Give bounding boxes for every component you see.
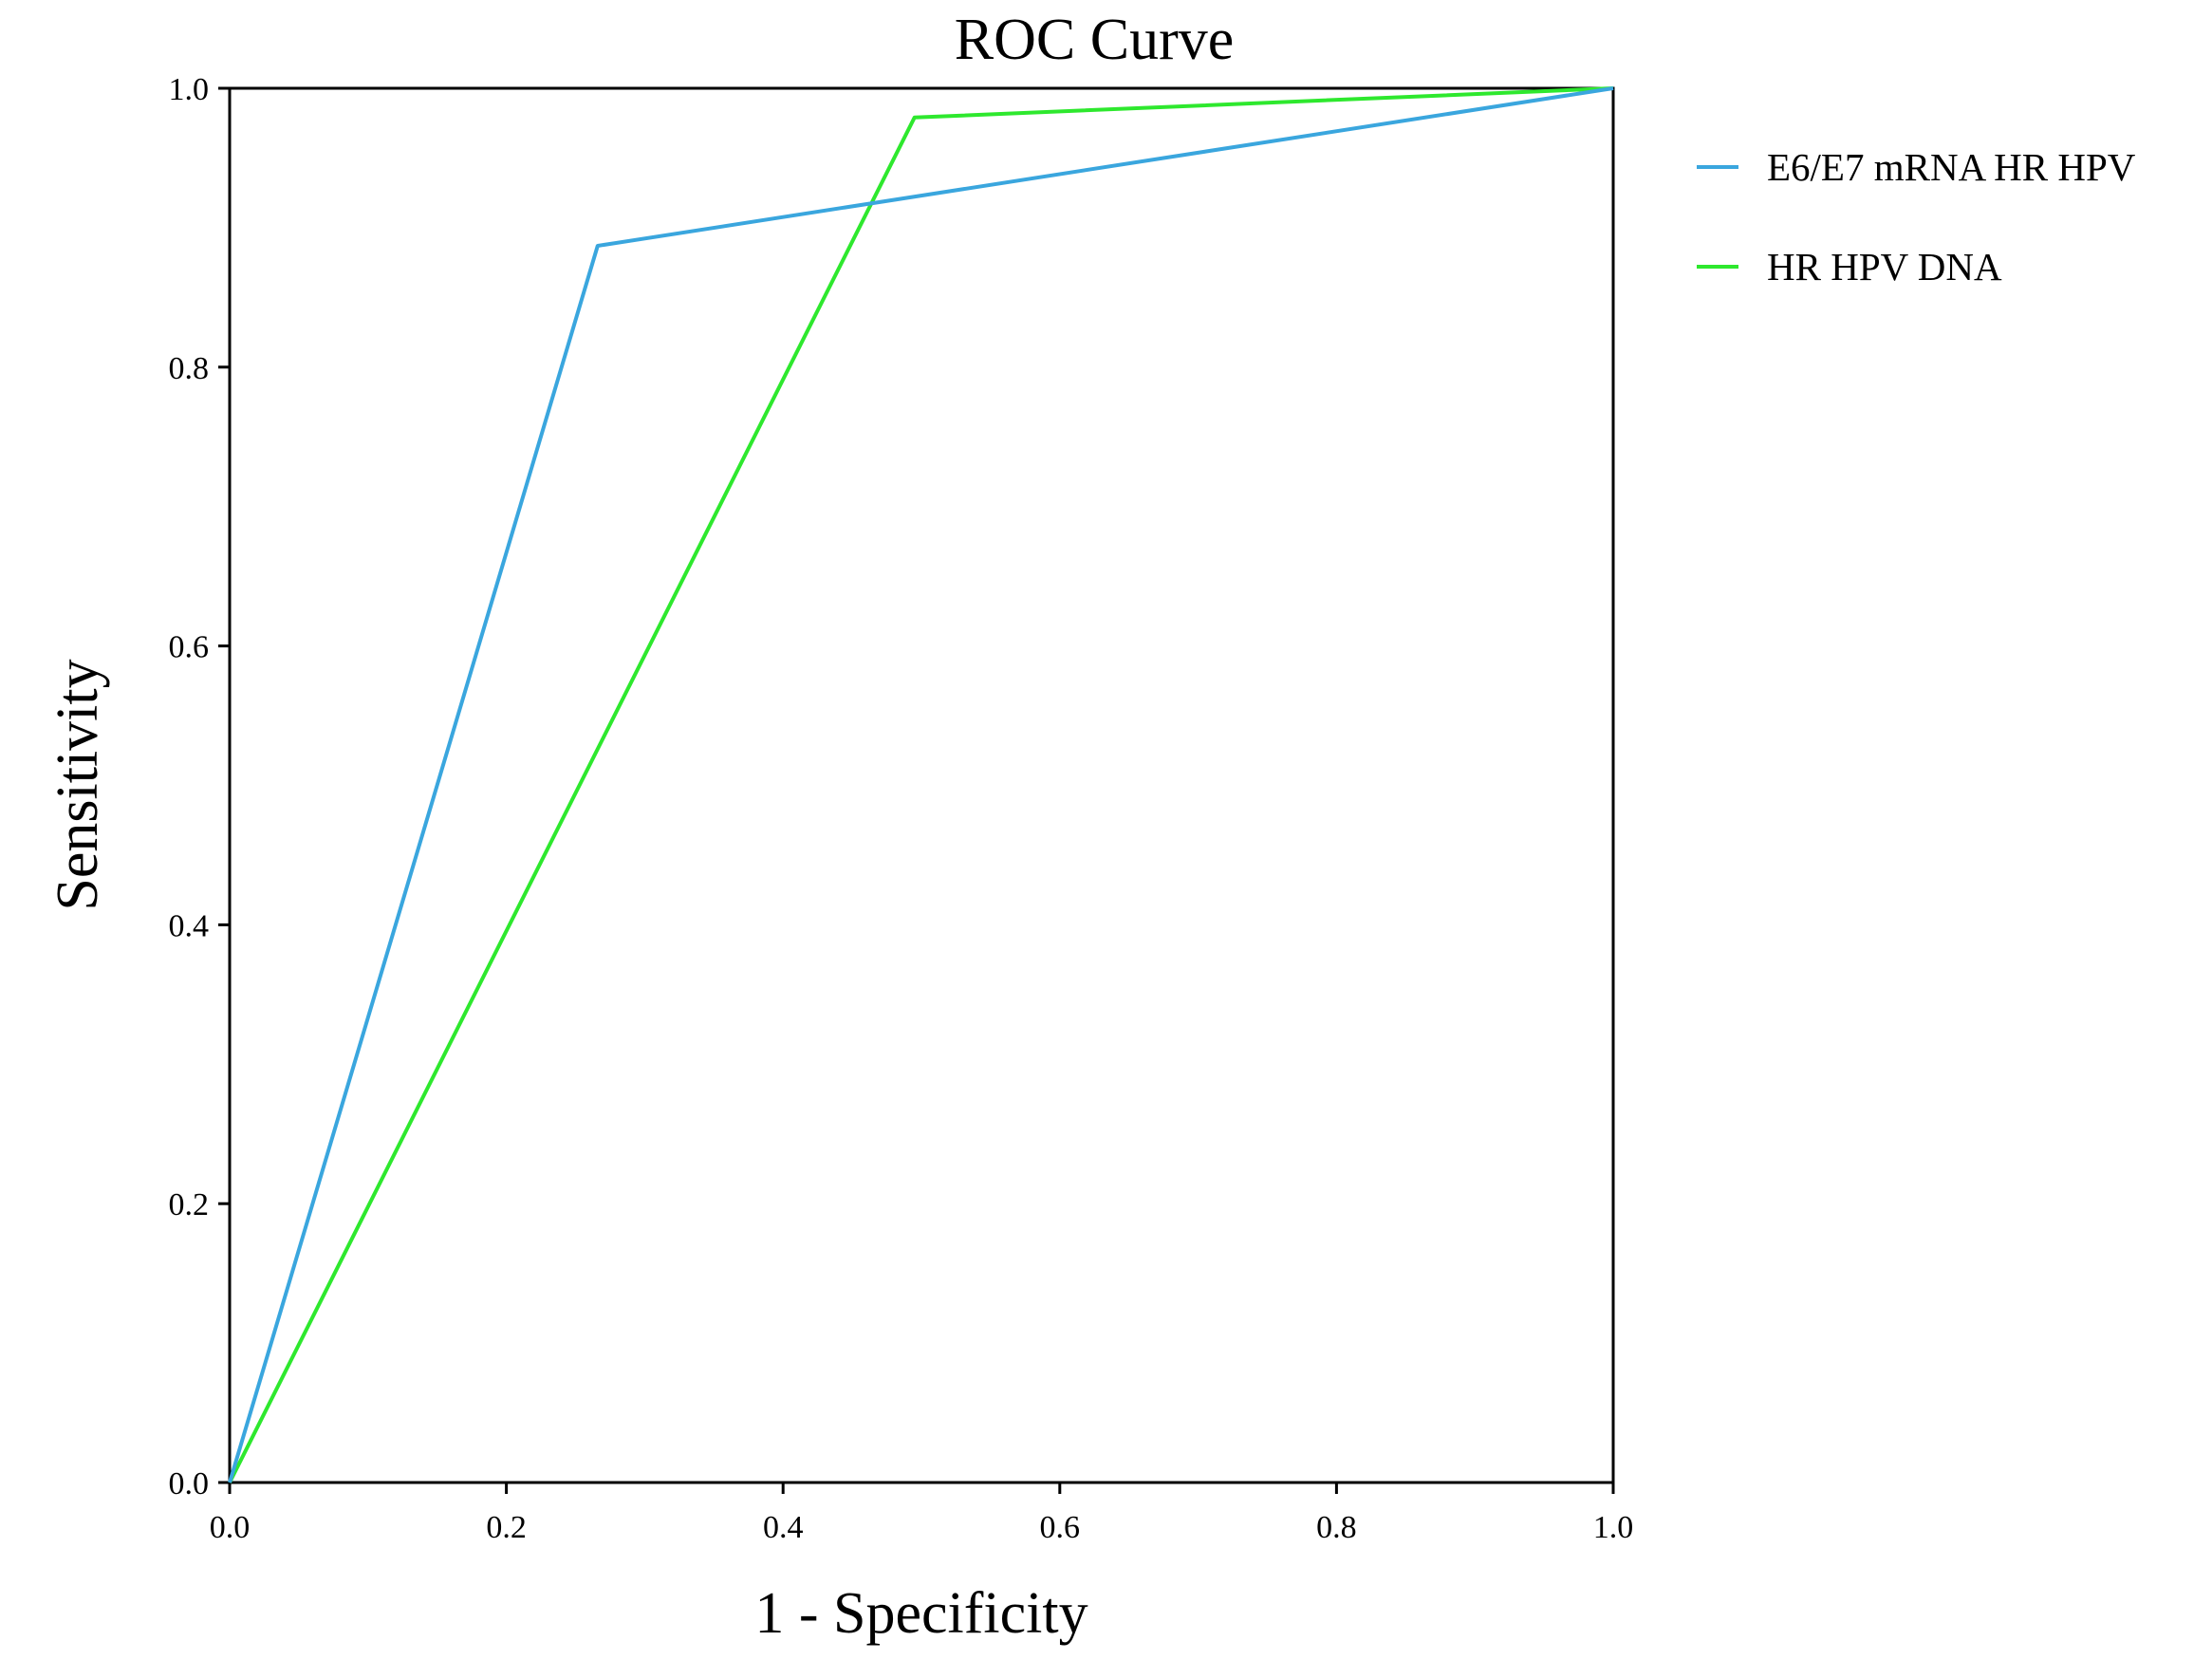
- x-tick-label: 0.4: [763, 1510, 804, 1545]
- x-axis: 0.0 0.2 0.4 0.6 0.8 1.0: [210, 1483, 1634, 1545]
- y-tick-label: 0.4: [169, 908, 210, 943]
- x-tick-label: 0.6: [1040, 1510, 1081, 1545]
- legend-label-1: E6/E7 mRNA HR HPV: [1767, 145, 2136, 189]
- x-tick-label: 1.0: [1593, 1510, 1634, 1545]
- chart-title: ROC Curve: [955, 8, 1235, 72]
- series-line-1: [228, 86, 1614, 1483]
- series-lines: [228, 86, 1614, 1483]
- y-tick-label: 0.0: [169, 1466, 210, 1501]
- x-tick-label: 0.8: [1316, 1510, 1357, 1545]
- series-line-2: [228, 86, 1614, 1483]
- legend: E6/E7 mRNA HR HPV HR HPV DNA: [1697, 145, 2136, 289]
- plot-area-frame: [228, 86, 1615, 1484]
- y-tick-label: 0.8: [169, 351, 210, 386]
- legend-label-2: HR HPV DNA: [1767, 245, 2002, 289]
- y-tick-label: 1.0: [169, 72, 210, 107]
- x-tick-label: 0.2: [486, 1510, 527, 1545]
- y-axis: 0.0 0.2 0.4 0.6 0.8 1.0: [169, 72, 230, 1501]
- y-axis-title: Sensitivity: [46, 659, 110, 910]
- y-tick-label: 0.2: [169, 1187, 210, 1222]
- x-axis-title: 1 - Specificity: [754, 1581, 1087, 1646]
- y-tick-label: 0.6: [169, 630, 210, 665]
- x-tick-label: 0.0: [210, 1510, 251, 1545]
